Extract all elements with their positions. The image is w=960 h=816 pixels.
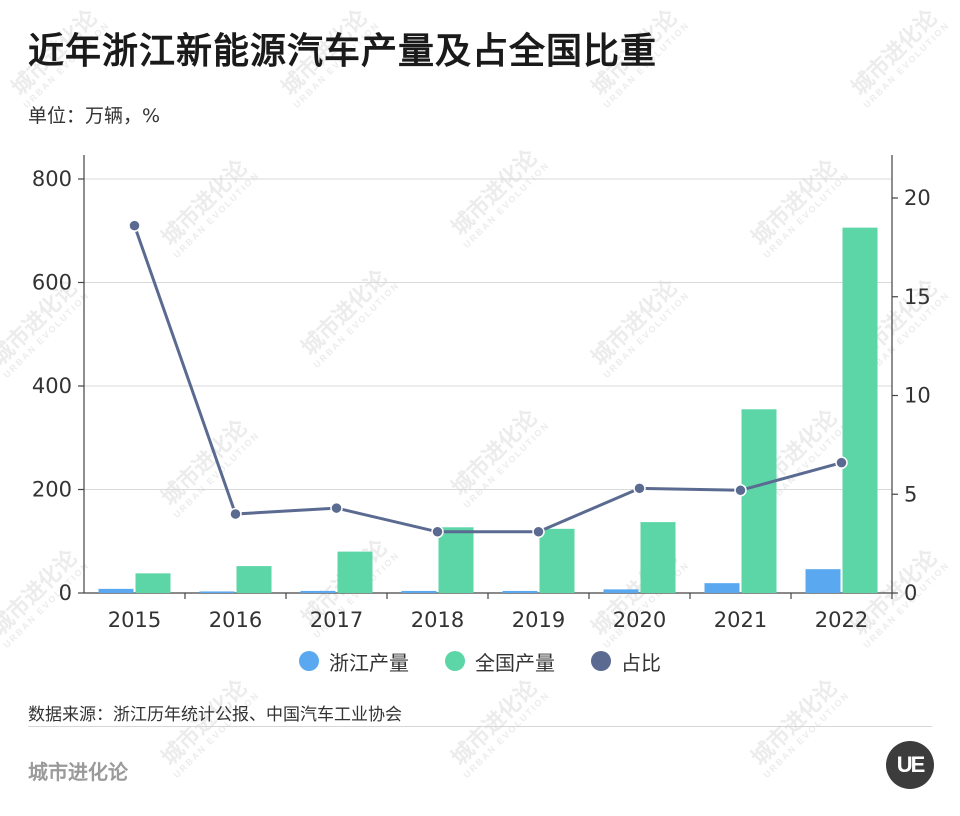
bar-national <box>640 522 676 593</box>
y-tick-label-right: 20 <box>904 186 931 210</box>
y-tick-label-left: 800 <box>32 167 72 191</box>
bar-national <box>842 227 878 593</box>
bar-zhejiang <box>704 583 740 593</box>
point-share <box>734 484 747 497</box>
point-share <box>330 501 343 515</box>
x-tick-label: 2019 <box>512 608 565 632</box>
bar-zhejiang <box>300 590 336 593</box>
legend-label-zhejiang: 浙江产量 <box>329 650 409 675</box>
point-share <box>431 525 444 539</box>
legend-swatch-national <box>445 651 465 671</box>
legend-swatch-zhejiang <box>299 651 319 671</box>
chart-plot: 0 200 400 600 800 0 5 10 15 20 2015 2016 2017 2018 201… <box>32 155 931 632</box>
x-tick-label: 2015 <box>108 608 161 632</box>
point-share <box>633 482 646 495</box>
chart-legend: 浙江产量 全国产量 占比 <box>0 644 960 678</box>
x-tick-label: 2020 <box>613 608 666 632</box>
point-share <box>835 456 848 469</box>
legend-swatch-share <box>591 651 611 671</box>
y-tick-label-left: 200 <box>32 478 72 502</box>
legend-label-share: 占比 <box>621 650 661 675</box>
y-tick-label-left: 600 <box>32 271 72 295</box>
bar-zhejiang <box>502 590 538 593</box>
x-tick-label: 2021 <box>714 608 767 632</box>
bar-national <box>135 573 171 593</box>
brand-name: 城市进化论 <box>28 760 128 784</box>
x-tick-label: 2016 <box>209 608 262 632</box>
bar-national <box>438 527 474 593</box>
y-tick-label-right: 15 <box>904 285 931 309</box>
bar-national <box>741 409 777 593</box>
point-share <box>128 219 141 232</box>
legend-item-zhejiang[interactable]: 浙江产量 <box>299 647 409 676</box>
bar-zhejiang <box>603 589 639 593</box>
x-tick-label: 2017 <box>310 608 363 632</box>
bar-national <box>539 528 575 593</box>
brand-logo: UE <box>886 741 934 789</box>
y-tick-label-left: 400 <box>32 374 72 398</box>
chart-title: 近年浙江新能源汽车产量及占全国比重 <box>28 31 658 72</box>
x-tick-label: 2022 <box>815 608 868 632</box>
point-share <box>532 525 545 539</box>
footer-divider <box>28 726 932 727</box>
bar-national <box>337 551 373 593</box>
data-source: 数据来源：浙江历年统计公报、中国汽车工业协会 <box>28 705 402 725</box>
y-tick-label-right: 10 <box>904 384 931 408</box>
legend-label-national: 全国产量 <box>475 650 555 675</box>
bar-zhejiang <box>401 590 437 593</box>
legend-item-share[interactable]: 占比 <box>591 647 661 676</box>
y-tick-label-left: 0 <box>59 581 72 605</box>
y-tick-label-right: 5 <box>904 482 917 506</box>
bar-zhejiang <box>805 569 841 593</box>
unit-label: 单位：万辆，% <box>28 105 161 127</box>
point-share <box>229 507 242 521</box>
bar-zhejiang <box>98 588 134 593</box>
bar-zhejiang <box>199 591 235 593</box>
legend-item-national[interactable]: 全国产量 <box>445 647 555 676</box>
line-share <box>133 225 842 534</box>
x-tick-label: 2018 <box>411 608 464 632</box>
y-tick-label-right: 0 <box>904 581 917 605</box>
bar-national <box>236 566 272 593</box>
